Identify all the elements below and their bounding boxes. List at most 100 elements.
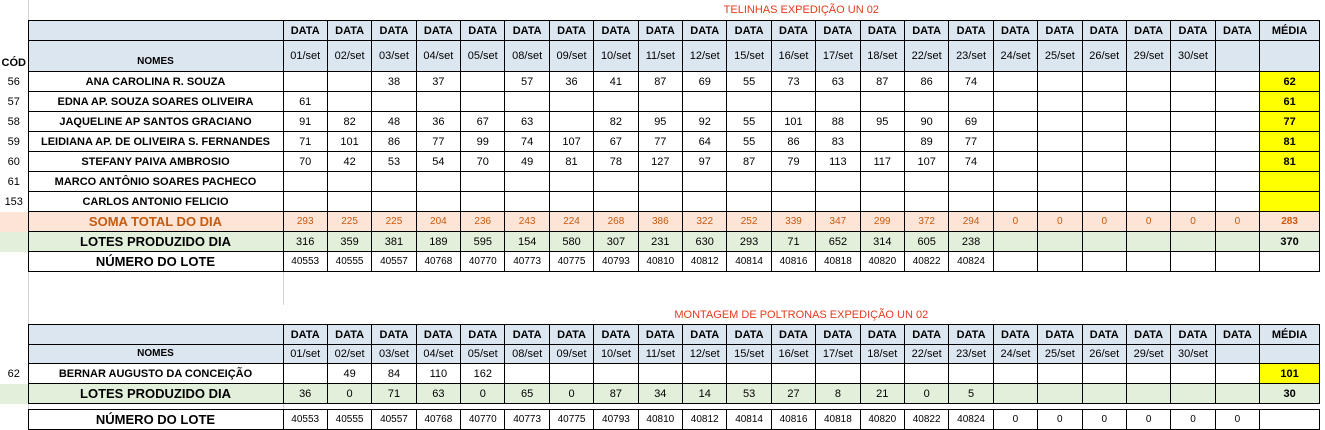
header-date-cell[interactable]: 03/set — [371, 40, 417, 72]
value-cell[interactable] — [682, 171, 728, 192]
value-cell[interactable]: 67 — [593, 131, 639, 152]
header-date-cell[interactable]: 18/set — [859, 40, 905, 72]
media-cell[interactable]: 101 — [1259, 363, 1321, 384]
header-nomes-cell[interactable]: NOMES — [27, 344, 284, 364]
header-date-cell[interactable]: 03/set — [371, 344, 417, 364]
value-cell[interactable]: 40770 — [460, 251, 506, 272]
header-data-cell[interactable]: DATA — [371, 324, 417, 345]
value-cell[interactable] — [1125, 91, 1172, 112]
value-cell[interactable]: 86 — [770, 131, 817, 152]
value-cell[interactable] — [1037, 171, 1083, 192]
value-cell[interactable]: 78 — [593, 151, 639, 172]
value-cell[interactable]: 42 — [326, 151, 373, 172]
value-cell[interactable] — [948, 191, 994, 212]
cod-cell[interactable] — [0, 383, 28, 404]
header-data-cell[interactable]: DATA — [548, 20, 595, 41]
empty-cell[interactable] — [28, 0, 283, 21]
header-date-cell[interactable]: 29/set — [1125, 40, 1172, 72]
header-data-cell[interactable]: DATA — [415, 20, 462, 41]
value-cell[interactable] — [815, 363, 861, 384]
header-cod-cell[interactable] — [0, 344, 28, 364]
value-cell[interactable]: 57 — [504, 71, 550, 92]
value-cell[interactable]: 386 — [637, 211, 684, 232]
value-cell[interactable]: 316 — [282, 231, 328, 252]
header-data-cell[interactable]: DATA — [682, 324, 728, 345]
value-cell[interactable]: 54 — [415, 151, 462, 172]
value-cell[interactable] — [1214, 251, 1261, 272]
header-media-blank[interactable] — [1259, 344, 1321, 364]
value-cell[interactable]: 87 — [726, 151, 772, 172]
value-cell[interactable]: 21 — [859, 383, 905, 404]
header-date-cell[interactable]: 30/set — [1170, 344, 1216, 364]
value-cell[interactable] — [1081, 191, 1127, 212]
name-cell[interactable]: NÚMERO DO LOTE — [27, 409, 284, 430]
value-cell[interactable]: 99 — [460, 131, 506, 152]
value-cell[interactable] — [992, 171, 1039, 192]
value-cell[interactable]: 162 — [460, 363, 506, 384]
header-date-cell[interactable]: 12/set — [682, 40, 728, 72]
value-cell[interactable] — [1170, 91, 1216, 112]
value-cell[interactable]: 81 — [548, 151, 595, 172]
value-cell[interactable] — [415, 171, 462, 192]
value-cell[interactable] — [326, 191, 373, 212]
value-cell[interactable]: 40820 — [859, 409, 905, 430]
value-cell[interactable] — [1037, 111, 1083, 132]
value-cell[interactable]: 40812 — [682, 251, 728, 272]
value-cell[interactable]: 307 — [593, 231, 639, 252]
value-cell[interactable]: 40557 — [371, 409, 417, 430]
header-data-cell[interactable]: DATA — [460, 324, 506, 345]
value-cell[interactable]: 40557 — [371, 251, 417, 272]
header-date-cell[interactable]: 25/set — [1037, 344, 1083, 364]
value-cell[interactable]: 49 — [504, 151, 550, 172]
header-data-cell[interactable]: DATA — [726, 20, 772, 41]
header-data-cell[interactable]: DATA — [726, 324, 772, 345]
value-cell[interactable] — [770, 363, 817, 384]
value-cell[interactable] — [504, 171, 550, 192]
value-cell[interactable] — [504, 363, 550, 384]
value-cell[interactable]: 117 — [859, 151, 905, 172]
value-cell[interactable]: 74 — [948, 151, 994, 172]
value-cell[interactable]: 36 — [282, 383, 328, 404]
value-cell[interactable]: 40820 — [859, 251, 905, 272]
value-cell[interactable]: 63 — [815, 71, 861, 92]
value-cell[interactable]: 38 — [371, 71, 417, 92]
value-cell[interactable] — [548, 111, 595, 132]
header-date-cell[interactable]: 02/set — [326, 40, 373, 72]
value-cell[interactable]: 101 — [770, 111, 817, 132]
value-cell[interactable] — [1125, 191, 1172, 212]
value-cell[interactable] — [1170, 151, 1216, 172]
value-cell[interactable]: 314 — [859, 231, 905, 252]
value-cell[interactable]: 40818 — [815, 251, 861, 272]
header-data-cell[interactable]: DATA — [1037, 20, 1083, 41]
value-cell[interactable] — [1170, 231, 1216, 252]
cod-cell[interactable]: 57 — [7, 95, 20, 108]
value-cell[interactable] — [992, 91, 1039, 112]
value-cell[interactable] — [1214, 383, 1261, 404]
value-cell[interactable] — [1125, 251, 1172, 272]
media-cell[interactable] — [1259, 171, 1321, 192]
media-cell[interactable]: 283 — [1259, 211, 1321, 232]
value-cell[interactable] — [460, 191, 506, 212]
value-cell[interactable]: 71 — [371, 383, 417, 404]
value-cell[interactable] — [548, 91, 595, 112]
value-cell[interactable]: 53 — [726, 383, 772, 404]
header-date-cell[interactable]: 09/set — [548, 40, 595, 72]
header-data-cell[interactable]: DATA — [682, 20, 728, 41]
header-date-cell[interactable]: 01/set — [282, 344, 328, 364]
header-data-cell[interactable]: DATA — [1214, 324, 1261, 345]
name-cell[interactable]: JAQUELINE AP SANTOS GRACIANO — [27, 111, 284, 132]
name-cell[interactable]: LEIDIANA AP. DE OLIVEIRA S. FERNANDES — [27, 131, 284, 152]
value-cell[interactable]: 359 — [326, 231, 373, 252]
value-cell[interactable]: 40555 — [326, 409, 373, 430]
value-cell[interactable] — [371, 91, 417, 112]
value-cell[interactable] — [326, 71, 373, 92]
value-cell[interactable]: 293 — [282, 211, 328, 232]
value-cell[interactable] — [726, 91, 772, 112]
name-cell[interactable]: ANA CAROLINA R. SOUZA — [27, 71, 284, 92]
value-cell[interactable] — [903, 91, 950, 112]
value-cell[interactable] — [637, 171, 684, 192]
header-data-cell[interactable]: DATA — [282, 324, 328, 345]
empty-cell[interactable] — [0, 20, 28, 41]
value-cell[interactable] — [815, 171, 861, 192]
header-data-cell[interactable]: DATA — [770, 324, 817, 345]
